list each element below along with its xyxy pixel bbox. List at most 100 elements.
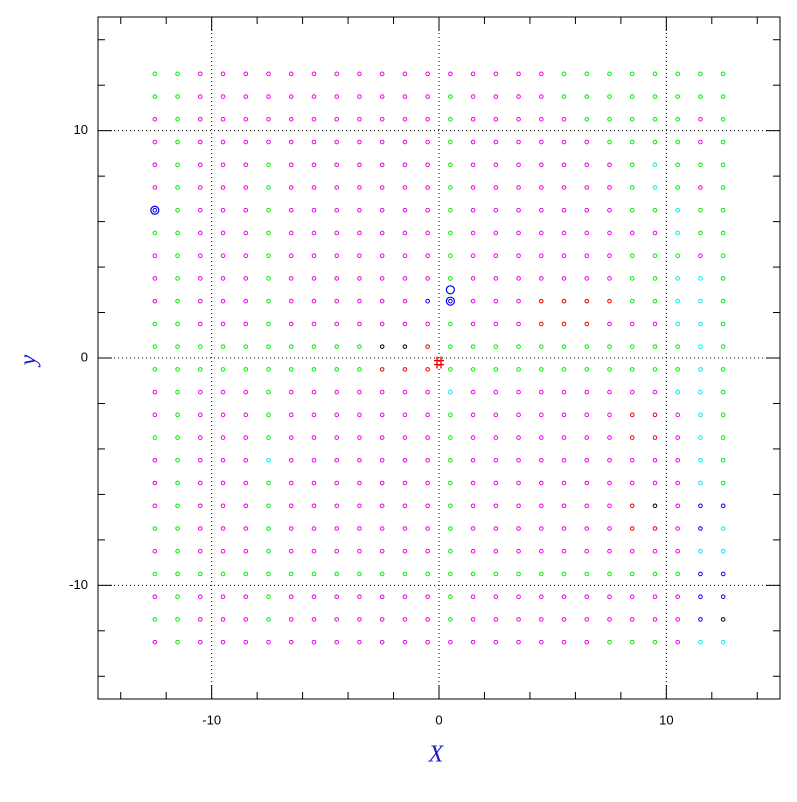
grid-point <box>720 617 726 622</box>
grid-point <box>357 207 362 213</box>
grid-point <box>561 571 567 577</box>
grid-point <box>720 162 726 168</box>
grid-point <box>311 435 317 440</box>
grid-point <box>652 503 658 509</box>
grid-point <box>698 139 703 145</box>
grid-point <box>539 253 544 258</box>
grid-point <box>311 162 317 168</box>
grid-point <box>652 162 658 168</box>
grid-point <box>402 117 408 122</box>
grid-point <box>288 458 294 463</box>
grid-point <box>220 458 226 463</box>
grid-point <box>448 503 453 509</box>
grid-point <box>311 94 317 99</box>
grid-point <box>629 117 635 122</box>
grid-point <box>470 321 476 327</box>
grid-point <box>198 230 203 236</box>
grid-point <box>448 298 453 304</box>
grid-point <box>402 298 408 304</box>
grid-point <box>379 230 385 236</box>
grid-point <box>629 367 635 372</box>
grid-point <box>379 548 385 554</box>
grid-point <box>698 162 703 168</box>
grid-point <box>561 94 567 99</box>
grid-point <box>493 571 499 577</box>
grid-point <box>607 367 612 372</box>
grid-point <box>675 185 681 190</box>
grid-point <box>607 480 612 486</box>
grid-point <box>175 344 180 349</box>
grid-point <box>175 526 180 531</box>
grid-point <box>493 389 499 395</box>
marker-point <box>434 356 444 369</box>
grid-point <box>266 435 271 440</box>
grid-point <box>584 139 590 145</box>
grid-point <box>357 139 362 145</box>
grid-point <box>675 389 681 395</box>
grid-point <box>425 389 430 395</box>
grid-point <box>152 367 158 372</box>
grid-point <box>266 594 271 600</box>
grid-point <box>334 94 340 99</box>
grid-point <box>379 344 385 349</box>
grid-point <box>516 617 521 622</box>
grid-point <box>493 458 499 463</box>
grid-point <box>584 230 590 236</box>
grid-point <box>198 594 203 600</box>
grid-point <box>448 389 453 395</box>
grid-point <box>243 276 249 281</box>
grid-point <box>493 617 499 622</box>
grid-point <box>220 503 226 509</box>
grid-point <box>425 435 430 440</box>
grid-point <box>220 480 226 486</box>
grid-point <box>288 94 294 99</box>
grid-point <box>448 162 453 168</box>
grid-point <box>652 139 658 145</box>
grid-point <box>243 253 249 258</box>
y-tick-label: -10 <box>69 577 88 592</box>
grid-point <box>584 458 590 463</box>
grid-point <box>448 367 453 372</box>
grid-point <box>493 230 499 236</box>
grid-point <box>493 480 499 486</box>
grid-point <box>266 503 271 509</box>
grid-point <box>152 276 158 281</box>
grid-point <box>493 276 499 281</box>
grid-point <box>334 117 340 122</box>
grid-point <box>425 571 430 577</box>
grid-point <box>266 480 271 486</box>
grid-point <box>698 412 703 418</box>
grid-point <box>379 162 385 168</box>
grid-point <box>607 71 612 77</box>
grid-point <box>493 162 499 168</box>
grid-point <box>266 412 271 418</box>
grid-point <box>516 503 521 509</box>
grid-point <box>470 389 476 395</box>
grid-point <box>152 162 158 168</box>
grid-point <box>334 412 340 418</box>
grid-point <box>243 230 249 236</box>
grid-point <box>379 253 385 258</box>
grid-point <box>516 594 521 600</box>
grid-point <box>516 185 521 190</box>
grid-point <box>698 230 703 236</box>
grid-point <box>675 207 681 213</box>
grid-point <box>675 458 681 463</box>
grid-point <box>243 185 249 190</box>
grid-point <box>357 94 362 99</box>
grid-point <box>561 185 567 190</box>
grid-point <box>470 639 476 645</box>
grid-point <box>652 389 658 395</box>
grid-point <box>425 321 430 327</box>
grid-point <box>629 276 635 281</box>
grid-point <box>379 571 385 577</box>
grid-point <box>311 639 317 645</box>
grid-point <box>425 298 430 304</box>
grid-point <box>243 594 249 600</box>
grid-point <box>198 503 203 509</box>
grid-point <box>698 185 703 190</box>
grid-point <box>516 207 521 213</box>
grid-point <box>198 639 203 645</box>
grid-point <box>288 207 294 213</box>
grid-point <box>720 253 726 258</box>
